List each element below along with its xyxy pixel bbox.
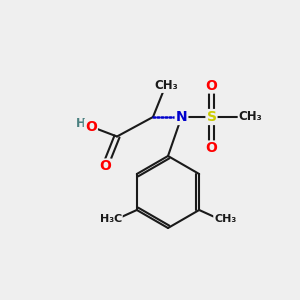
Text: H₃C: H₃C — [100, 214, 122, 224]
Text: O: O — [206, 79, 218, 92]
Text: CH₃: CH₃ — [154, 79, 178, 92]
Text: O: O — [206, 142, 218, 155]
Text: H: H — [76, 116, 86, 130]
Text: CH₃: CH₃ — [214, 214, 236, 224]
Text: S: S — [206, 110, 217, 124]
Text: O: O — [85, 120, 97, 134]
Text: N: N — [176, 110, 187, 124]
Text: O: O — [99, 160, 111, 173]
Text: CH₃: CH₃ — [238, 110, 262, 123]
